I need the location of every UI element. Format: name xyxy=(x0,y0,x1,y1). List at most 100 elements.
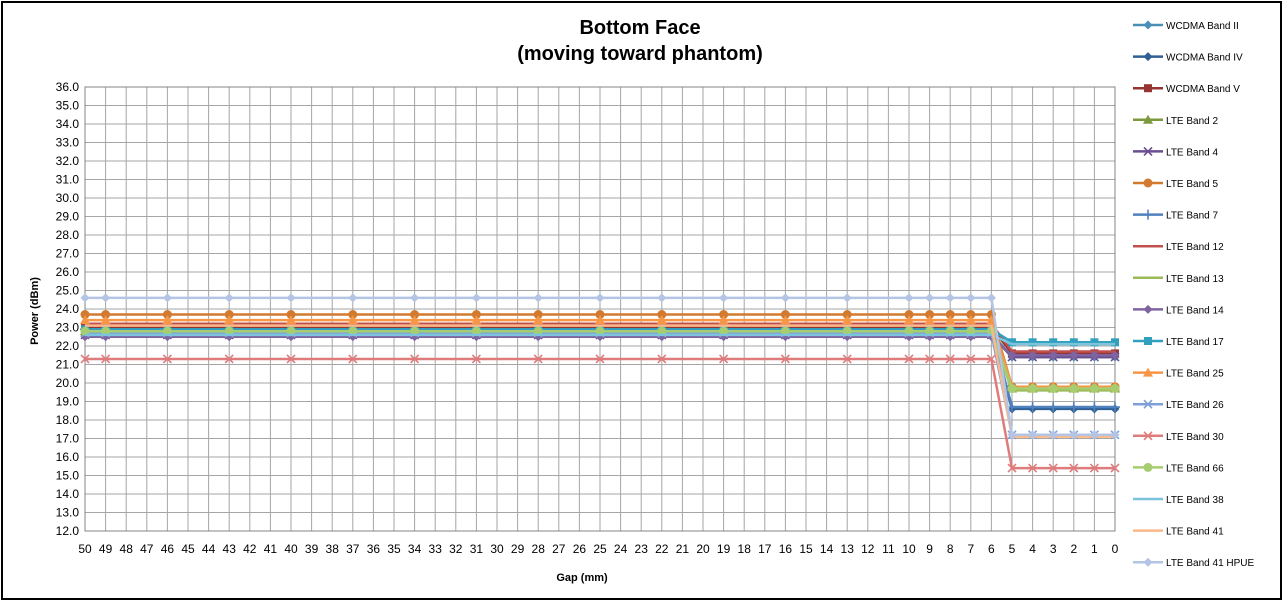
chart-title: Bottom Face xyxy=(579,17,700,39)
x-tick-label: 14 xyxy=(820,542,834,556)
legend-marker xyxy=(1143,114,1153,124)
x-tick-label: 0 xyxy=(1112,542,1119,556)
data-point xyxy=(1048,402,1059,413)
data-point xyxy=(904,354,914,364)
data-point xyxy=(925,310,935,320)
data-point xyxy=(780,315,791,325)
legend-item: LTE Band 12 xyxy=(1133,242,1224,253)
data-point xyxy=(471,293,481,303)
legend-label: LTE Band 30 xyxy=(1166,432,1224,443)
y-tick-label: 20.0 xyxy=(56,376,80,390)
data-point xyxy=(1068,402,1079,413)
legend-item: LTE Band 41 xyxy=(1133,527,1224,538)
series-lte-band-30 xyxy=(80,354,1120,473)
data-point xyxy=(224,310,234,320)
data-point xyxy=(780,310,790,320)
data-point xyxy=(410,310,420,320)
x-tick-label: 36 xyxy=(367,542,381,556)
legend-marker xyxy=(1143,209,1153,220)
data-point xyxy=(533,315,544,325)
x-tick-label: 31 xyxy=(470,542,484,556)
data-point xyxy=(945,315,956,325)
data-point xyxy=(657,326,667,336)
legend-label: LTE Band 25 xyxy=(1166,369,1224,380)
series-line xyxy=(85,333,1115,346)
y-tick-label: 30.0 xyxy=(56,191,80,205)
x-tick-label: 16 xyxy=(779,542,793,556)
x-tick-label: 43 xyxy=(223,542,237,556)
x-tick-label: 45 xyxy=(181,542,195,556)
data-point xyxy=(965,315,976,325)
x-tick-label: 6 xyxy=(988,542,995,556)
series-lines xyxy=(80,293,1120,473)
data-point xyxy=(286,326,296,336)
data-point xyxy=(1049,338,1058,347)
data-point xyxy=(966,293,976,303)
legend-item: WCDMA Band IV xyxy=(1133,52,1243,64)
y-tick-label: 34.0 xyxy=(56,117,80,131)
x-tick-label: 10 xyxy=(902,542,916,556)
data-point xyxy=(656,315,667,325)
y-tick-label: 23.0 xyxy=(56,321,80,335)
x-tick-label: 26 xyxy=(573,542,587,556)
legend-label: LTE Band 7 xyxy=(1166,211,1219,222)
data-point xyxy=(471,315,482,325)
data-point xyxy=(471,354,481,364)
legend-item: LTE Band 38 xyxy=(1133,495,1224,506)
legend-marker xyxy=(1143,367,1153,377)
legend-label: LTE Band 12 xyxy=(1166,242,1224,253)
legend-label: LTE Band 41 xyxy=(1166,527,1224,538)
legend-marker xyxy=(1144,337,1152,345)
data-point xyxy=(595,326,605,336)
data-point xyxy=(842,354,852,364)
data-point xyxy=(657,293,667,303)
data-point xyxy=(224,326,234,336)
data-point xyxy=(224,315,235,325)
data-point xyxy=(1027,402,1038,413)
y-tick-label: 27.0 xyxy=(56,247,80,261)
data-point xyxy=(286,315,296,325)
x-tick-label: 21 xyxy=(676,542,690,556)
legend-label: LTE Band 13 xyxy=(1166,274,1224,285)
y-tick-label: 18.0 xyxy=(56,413,80,427)
x-tick-label: 37 xyxy=(346,542,360,556)
data-point xyxy=(1048,384,1058,394)
x-tick-label: 1 xyxy=(1091,542,1098,556)
y-tick-label: 26.0 xyxy=(56,265,80,279)
legend-item: WCDMA Band V xyxy=(1133,84,1240,95)
data-point xyxy=(286,354,296,364)
data-point xyxy=(1007,463,1017,473)
data-point xyxy=(904,315,914,325)
data-point xyxy=(533,293,543,303)
x-tick-label: 46 xyxy=(161,542,175,556)
x-tick-label: 33 xyxy=(429,542,443,556)
y-tick-label: 31.0 xyxy=(56,173,80,187)
y-tick-label: 35.0 xyxy=(56,99,80,113)
x-tick-label: 49 xyxy=(99,542,113,556)
x-axis-title: Gap (mm) xyxy=(556,572,608,584)
legend-label: WCDMA Band V xyxy=(1166,84,1240,95)
x-tick-label: 28 xyxy=(532,542,546,556)
data-point xyxy=(595,310,605,320)
data-point xyxy=(904,293,914,303)
data-point xyxy=(1110,430,1120,440)
x-tick-label: 25 xyxy=(593,542,607,556)
legend-label: LTE Band 14 xyxy=(1166,305,1224,316)
y-tick-label: 21.0 xyxy=(56,358,80,372)
legend-label: WCDMA Band IV xyxy=(1166,53,1243,64)
legend-label: WCDMA Band II xyxy=(1166,21,1239,32)
data-point xyxy=(410,293,420,303)
data-point xyxy=(410,326,420,336)
data-point xyxy=(1089,402,1100,413)
data-point xyxy=(1048,430,1058,440)
series-lte-band-41-hpue xyxy=(80,293,1120,440)
x-tick-label: 22 xyxy=(655,542,669,556)
data-point xyxy=(1028,430,1038,440)
data-point xyxy=(162,293,172,303)
data-point xyxy=(842,315,853,325)
y-tick-label: 33.0 xyxy=(56,136,80,150)
x-tick-label: 3 xyxy=(1050,542,1057,556)
data-point xyxy=(595,315,605,325)
data-point xyxy=(1111,338,1119,347)
